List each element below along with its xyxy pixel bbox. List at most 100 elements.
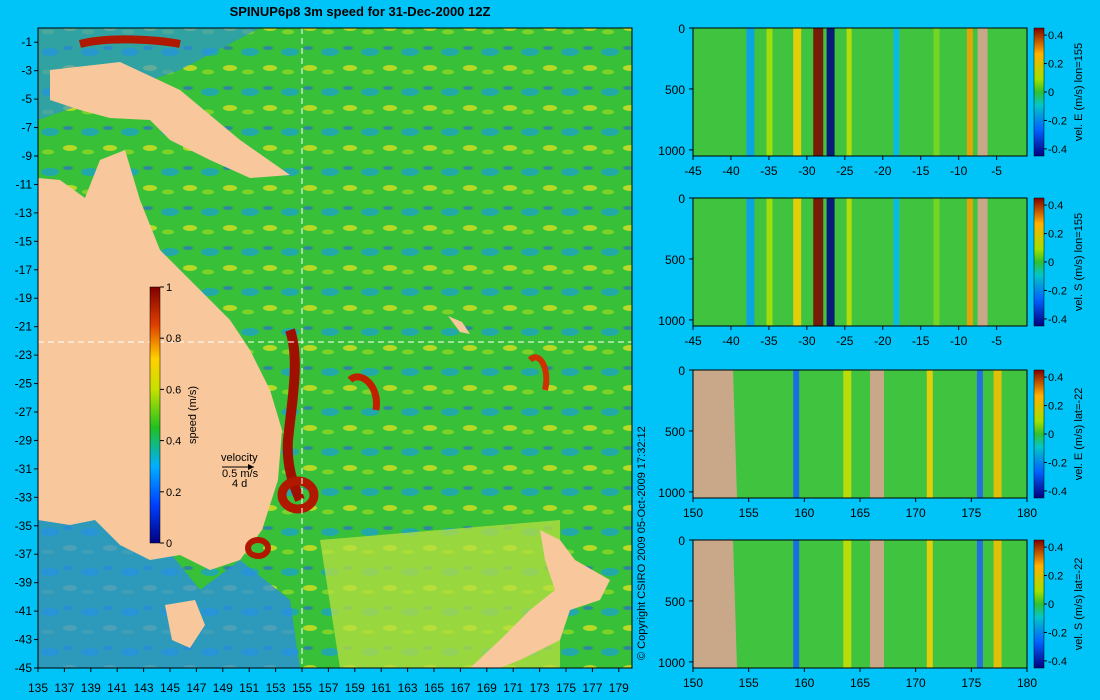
map-y-tick-label: -21 (15, 320, 33, 334)
section-colorbar-tick-label: 0.4 (1048, 30, 1063, 42)
section-colorbar-tick-label: 0.4 (1048, 542, 1063, 554)
map-y-tick-label: -23 (15, 348, 33, 362)
eddy-3 (347, 373, 380, 411)
land-new-zealand (470, 530, 610, 668)
section-colorbar-tick-label: -0.2 (1048, 457, 1067, 469)
section-jet (793, 198, 802, 326)
map-y-tick-label: -43 (15, 633, 33, 647)
land-new-caledonia (448, 316, 470, 334)
velocity-key-arrowhead (248, 464, 254, 470)
map-y-tick-label: -15 (15, 234, 33, 248)
section-colorbar-tick-label: -0.4 (1048, 486, 1067, 498)
section-colorbar-tick-label: 0.2 (1048, 571, 1063, 583)
section-x-tick-label: -5 (991, 334, 1002, 348)
section-colorbar-tick-label: 0.2 (1048, 229, 1063, 241)
section-jet (933, 28, 940, 156)
section-y-tick-label: 0 (678, 364, 685, 378)
section-panels: -45 -40 -35 -30 -25 -20 -15 -10 -5 0 500 1000 0.4 0.2… (658, 22, 1085, 690)
section-panel: 150 155 160 165 170 175 180 0 500 1000 0.4 0.2 0 -0.2… (658, 534, 1085, 690)
section-colorbar-tick-label: 0.2 (1048, 401, 1063, 413)
section-jet (993, 370, 1002, 498)
map-x-tick-label: 141 (107, 681, 127, 695)
section-x-tick-label: 150 (683, 676, 703, 690)
map-x-tick-label: 177 (582, 681, 602, 695)
section-x-tick-label: -20 (874, 334, 892, 348)
section-jet (993, 540, 1002, 668)
section-colorbar-tick-label: 0 (1048, 429, 1054, 441)
map-y-tick-label: -1 (21, 35, 32, 49)
section-land (870, 540, 885, 668)
section-jet (826, 198, 835, 326)
map-x-tick-label: 143 (134, 681, 154, 695)
section-field (693, 28, 1027, 156)
section-y-tick-label: 500 (665, 425, 685, 439)
section-x-tick-label: 170 (906, 676, 926, 690)
section-panel: 150 155 160 165 170 175 180 0 500 1000 0.4 0.2 0 -0.2… (658, 364, 1085, 520)
section-jet (846, 28, 852, 156)
map-y-tick-label: -25 (15, 377, 33, 391)
section-x-tick-label: -40 (722, 334, 740, 348)
map-x-tick-label: 159 (345, 681, 365, 695)
section-jet (843, 540, 852, 668)
section-y-tick-label: 1000 (658, 314, 685, 328)
section-x-tick-label: -15 (912, 334, 930, 348)
section-jet (846, 198, 852, 326)
section-x-tick-label: 180 (1017, 676, 1037, 690)
speed-map (37, 27, 633, 669)
section-x-tick-label: -20 (874, 164, 892, 178)
eddy-4 (527, 354, 550, 391)
section-y-tick-label: 0 (678, 22, 685, 36)
map-x-tick-label: 155 (292, 681, 312, 695)
map-x-tick-label: 157 (318, 681, 338, 695)
section-x-tick-label: 150 (683, 506, 703, 520)
section-x-tick-label: -10 (950, 334, 968, 348)
section-jet (746, 28, 755, 156)
section-frame (692, 197, 1028, 327)
map-frame (37, 27, 633, 669)
section-x-tick-label: -25 (836, 334, 854, 348)
section-colorbar (1033, 197, 1045, 327)
speed-colorbar-tick-label: 0.8 (166, 333, 181, 345)
section-x-tick-label: 160 (794, 506, 814, 520)
velocity-key: velocity 0.5 m/s 4 d (221, 452, 259, 490)
speed-colorbar-tick-label: 0.6 (166, 384, 181, 396)
section-x-tick-label: -15 (912, 164, 930, 178)
section-jet (893, 198, 900, 326)
speed-colorbar-tick-label: 0 (166, 538, 172, 550)
section-x-tick-label: -35 (760, 334, 778, 348)
section-jet (746, 198, 755, 326)
map-x-tick-label: 153 (266, 681, 286, 695)
section-jet (813, 198, 824, 326)
section-x-tick-label: 165 (850, 506, 870, 520)
section-jet (813, 28, 824, 156)
map-y-tick-label: -5 (21, 92, 32, 106)
eddy-1 (277, 476, 319, 514)
section-land (977, 28, 988, 156)
section-x-tick-label: 170 (906, 506, 926, 520)
section-x-tick-label: 165 (850, 676, 870, 690)
section-jet (843, 370, 852, 498)
section-land (693, 370, 737, 498)
section-y-tick-label: 0 (678, 534, 685, 548)
land-tasmania (165, 600, 205, 648)
section-colorbar-tick-label: 0 (1048, 87, 1054, 99)
map-x-tick-label: 173 (530, 681, 550, 695)
section-colorbar-tick-label: 0 (1048, 257, 1054, 269)
section-field (693, 540, 1027, 668)
map-y-tick-label: -31 (15, 462, 33, 476)
section-x-tick-label: 155 (739, 676, 759, 690)
speed-colorbar-ticks: 1 0.8 0.6 0.4 0.2 0 (160, 282, 181, 550)
map-y-tick-label: -11 (16, 177, 33, 191)
map-y-tick-label: -17 (15, 263, 33, 277)
speed-colorbar-tick-label: 0.4 (166, 436, 181, 448)
section-colorbar-tick-label: 0.4 (1048, 200, 1063, 212)
section-x-tick-label: -10 (950, 164, 968, 178)
section-x-tick-label: -35 (760, 164, 778, 178)
section-jet (976, 370, 983, 498)
map-x-tick-label: 171 (503, 681, 523, 695)
map-x-tick-label: 163 (398, 681, 418, 695)
section-jet (976, 540, 983, 668)
land-new-guinea (50, 62, 290, 178)
section-x-tick-label: -25 (836, 164, 854, 178)
